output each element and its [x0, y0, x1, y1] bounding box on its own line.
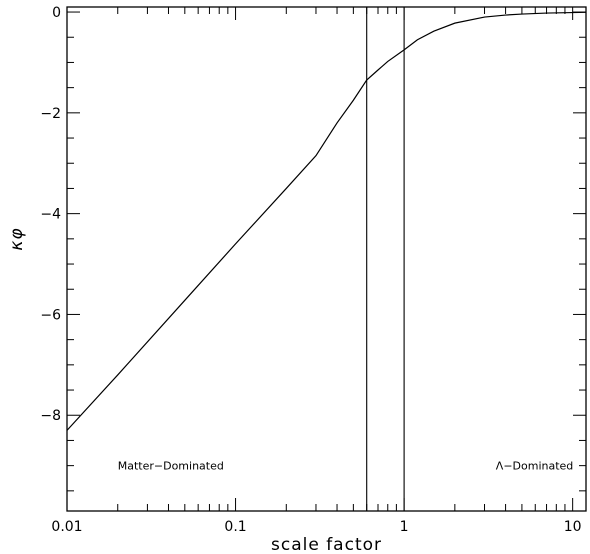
x-tick-label: 0.1 — [224, 519, 246, 535]
plot-frame — [66, 6, 587, 512]
y-tick-label: −6 — [40, 307, 61, 323]
y-tick-label: −2 — [40, 106, 61, 122]
y-axis-label: κφ — [7, 227, 27, 250]
labels-layer: 0.01 0.1 1 10 0 −2 −4 −6 −8 Matter−Dominated Λ−Dom… — [40, 5, 581, 535]
x-tick-label: 0.01 — [51, 519, 82, 535]
series-line — [66, 11, 587, 431]
annotation: Matter−Dominated — [118, 460, 224, 473]
y-tick-label: −8 — [40, 408, 61, 424]
x-tick-label: 1 — [400, 519, 409, 535]
x-tick-label: 10 — [564, 519, 582, 535]
vlines-layer — [366, 7, 405, 511]
y-tick-label: −4 — [40, 207, 61, 223]
x-axis-label: scale factor — [271, 535, 382, 554]
annotation: Λ−Dominated — [496, 460, 574, 473]
ticks-layer — [66, 7, 586, 511]
y-tick-label: 0 — [52, 5, 61, 21]
